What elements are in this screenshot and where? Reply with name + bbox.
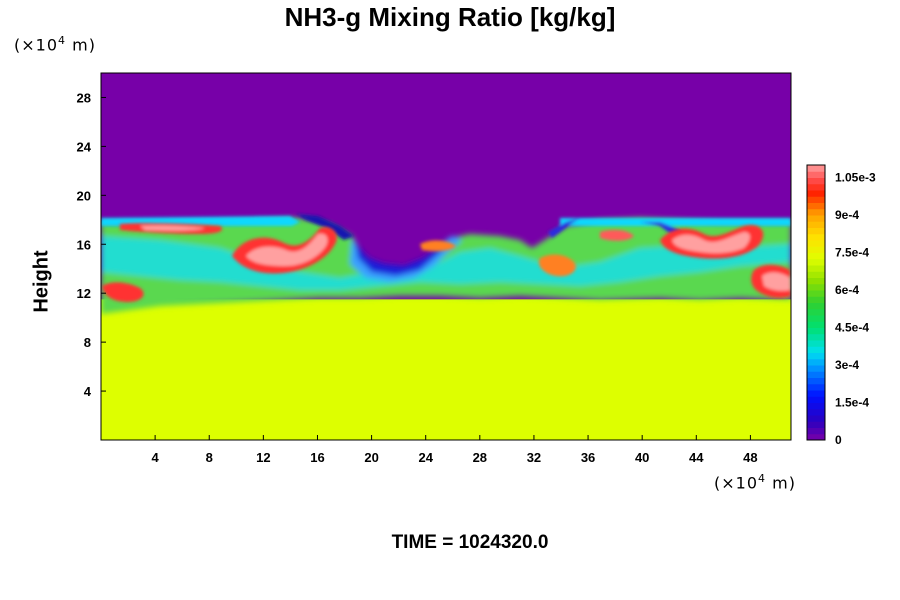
colorbar-tick-label: 7.5e-4 — [835, 246, 869, 260]
high-concentration-eddies — [102, 223, 791, 302]
colorbar-band — [807, 202, 825, 210]
colorbar-band — [807, 190, 825, 197]
colorbar-band — [807, 246, 825, 253]
colorbar-band — [807, 271, 825, 278]
colorbar-band — [807, 327, 825, 335]
x-axis-unit: (×104 m) — [714, 472, 796, 493]
y-tick-label: 16 — [77, 237, 91, 252]
x-tick-label: 16 — [310, 450, 324, 465]
colorbar-tick-label: 4.5e-4 — [835, 321, 869, 335]
plot-frame — [100, 72, 792, 441]
colorbar-band — [807, 277, 825, 285]
colorbar-band — [807, 308, 825, 316]
colorbar-band — [807, 215, 825, 222]
x-tick-label: 8 — [206, 450, 213, 465]
colorbar-band — [807, 240, 825, 247]
x-axis-ticks: 4 8 12 16 20 24 28 32 36 40 44 48 — [152, 435, 758, 465]
colorbar-band — [807, 296, 825, 303]
colorbar-tick-label: 1.5e-4 — [835, 396, 869, 410]
chart-title: NH3-g Mixing Ratio [kg/kg] — [284, 2, 616, 32]
x-tick-label: 28 — [473, 450, 487, 465]
y-tick-label: 12 — [77, 286, 91, 301]
colorbar-band — [807, 371, 825, 378]
colorbar-band — [807, 233, 825, 241]
colorbar-band — [807, 321, 825, 328]
x-tick-label: 32 — [527, 450, 541, 465]
y-tick-label: 28 — [77, 90, 91, 105]
colorbar-band — [807, 396, 825, 403]
y-axis-unit: (×104 m) — [14, 34, 96, 55]
colorbar-band — [807, 377, 825, 385]
colorbar-band — [807, 183, 825, 191]
lower-layer — [101, 299, 791, 440]
y-tick-label: 4 — [84, 384, 92, 399]
colorbar-frame — [806, 164, 826, 441]
heatmap-field — [101, 73, 791, 440]
y-tick-label: 8 — [84, 335, 91, 350]
colorbar-band — [807, 265, 825, 272]
colorbar-band — [807, 433, 825, 441]
x-tick-label: 20 — [364, 450, 378, 465]
colorbar-ticks: 0 1.5e-4 3e-4 4.5e-4 6e-4 7.5e-4 9e-4 1.05e-3 — [835, 171, 876, 448]
colorbar-tick-label: 6e-4 — [835, 283, 859, 297]
colorbar-band — [807, 208, 825, 216]
colorbar-band — [807, 302, 825, 310]
x-tick-label: 44 — [689, 450, 704, 465]
colorbar-band — [807, 365, 825, 372]
colorbar-band — [807, 171, 825, 178]
colorbar-band — [807, 283, 825, 291]
colorbar-band — [807, 408, 825, 416]
colorbar — [806, 164, 826, 441]
colorbar-band — [807, 402, 825, 410]
colorbar-band — [807, 352, 825, 360]
colorbar-band — [807, 383, 825, 391]
x-tick-label: 24 — [418, 450, 433, 465]
colorbar-band — [807, 427, 825, 435]
colorbar-band — [807, 340, 825, 347]
mixed-layer-edges — [101, 214, 791, 246]
colorbar-tick-label: 9e-4 — [835, 208, 859, 222]
x-tick-label: 40 — [635, 450, 649, 465]
colorbar-band — [807, 390, 825, 397]
colorbar-band — [807, 221, 825, 228]
colorbar-band — [807, 196, 825, 203]
colorbar-band — [807, 177, 825, 185]
y-tick-label: 20 — [77, 188, 91, 203]
x-tick-label: 36 — [581, 450, 595, 465]
y-axis-ticks: 4 8 12 16 20 24 28 — [77, 90, 106, 399]
colorbar-band — [807, 358, 825, 366]
colorbar-tick-label: 3e-4 — [835, 358, 859, 372]
colorbar-tick-label: 0 — [835, 433, 842, 447]
colorbar-band — [807, 290, 825, 297]
colorbar-band — [807, 258, 825, 266]
time-label: TIME = 1024320.0 — [391, 532, 549, 553]
colorbar-band — [807, 346, 825, 353]
y-tick-label: 24 — [77, 139, 92, 154]
colorbar-band — [807, 421, 825, 428]
x-tick-label: 12 — [256, 450, 270, 465]
x-tick-label: 4 — [152, 450, 160, 465]
colorbar-tick-label: 1.05e-3 — [835, 171, 876, 185]
colorbar-band — [807, 165, 825, 172]
colorbar-band — [807, 333, 825, 341]
colorbar-band — [807, 415, 825, 422]
colorbar-band — [807, 252, 825, 260]
colorbar-band — [807, 227, 825, 235]
colorbar-band — [807, 315, 825, 322]
x-tick-label: 48 — [743, 450, 757, 465]
